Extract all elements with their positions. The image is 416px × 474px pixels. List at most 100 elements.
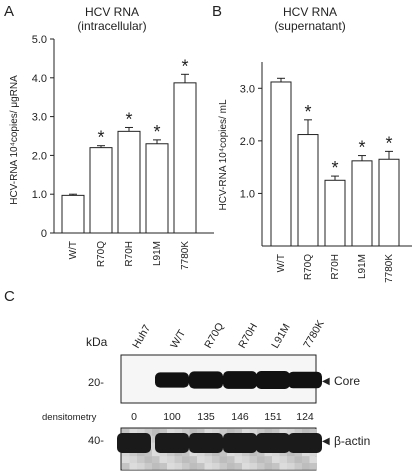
actin-texture-cell (144, 463, 152, 470)
actin-texture-cell (227, 429, 235, 436)
panel-a-ylabel: HCV-RNA 10⁴copies/ μgRNA (9, 75, 20, 205)
chart-a-ytick-label: 2.0 (32, 150, 47, 162)
chart-b-category-label: R70H (330, 254, 341, 280)
actin-texture-cell (204, 456, 212, 463)
actin-texture-cell (167, 429, 175, 436)
actin-texture-cell (152, 429, 160, 436)
actin-texture-cell (227, 456, 235, 463)
actin-texture-cell (174, 429, 182, 436)
panel-c-letter: C (4, 288, 15, 305)
chart-b-bar (297, 134, 319, 247)
actin-texture-cell (197, 463, 205, 470)
panel-b-ylabel: HCV-RNA 10⁴copies/ mL (218, 99, 229, 210)
chart-a-category-label: L91M (152, 241, 163, 266)
actin-texture-cell (212, 456, 220, 463)
actin-texture-cell (272, 456, 280, 463)
core-bands (155, 371, 322, 389)
chart-b-category-label: R70Q (303, 254, 314, 280)
lane-label: R70Q (202, 321, 226, 351)
actin-texture-cell (302, 456, 310, 463)
core-band (189, 371, 223, 389)
chart-b-category-label: 7780K (384, 254, 395, 283)
chart-b-bar (351, 160, 373, 247)
actin-texture-cell (182, 449, 190, 457)
actin-texture-cell (287, 463, 295, 470)
actin-texture-cell (279, 429, 287, 436)
actin-texture-cell (249, 456, 257, 463)
actin-texture-cell (242, 463, 250, 470)
actin-texture-cell (137, 429, 145, 436)
actin-texture-cell (219, 456, 227, 463)
actin-band (155, 433, 189, 453)
lane-labels: Huh7 W/T R70Q R70H L91M 7780K (130, 318, 327, 350)
actin-texture-cell (204, 463, 212, 470)
chart-a-significance-mark: * (153, 122, 160, 142)
actin-texture-cell (242, 456, 250, 463)
actin-band (189, 433, 223, 453)
lane-label: 7780K (301, 318, 327, 350)
chart-b-significance-mark: * (304, 102, 311, 122)
actin-texture-cell (159, 429, 167, 436)
actin-texture-cell (279, 463, 287, 470)
actin-texture-cell (152, 449, 160, 457)
actin-texture-cell (137, 456, 145, 463)
actin-texture-cell (189, 456, 197, 463)
actin-texture-cell (257, 463, 265, 470)
actin-texture-cell (212, 463, 220, 470)
chart-a-bar (173, 82, 197, 234)
lane-label: Huh7 (130, 323, 153, 351)
actin-texture-cell (257, 456, 265, 463)
densitometry-value: 146 (231, 411, 249, 423)
actin-texture-cell (122, 463, 130, 470)
densitometry-values: 0 100 135 146 151 124 (131, 411, 314, 423)
chart-a-ytick-label: 1.0 (32, 189, 47, 201)
actin-texture-cell (287, 456, 295, 463)
chart-a-significance-mark: * (97, 128, 104, 148)
actin-band (117, 433, 151, 453)
actin-texture-cell (242, 429, 250, 436)
actin-texture-cell (234, 456, 242, 463)
actin-texture-cell (272, 429, 280, 436)
actin-texture-cell (122, 456, 130, 463)
chart-a-ytick-label: 0 (41, 228, 47, 240)
actin-texture-cell (189, 463, 197, 470)
actin-texture-cell (129, 456, 137, 463)
actin-texture-cell (159, 456, 167, 463)
chart-a-bar (89, 147, 113, 234)
actin-texture-cell (182, 463, 190, 470)
chart-a-category-label: R70Q (96, 241, 107, 267)
chart-b-significance-mark: * (358, 138, 365, 158)
actin-texture-cell (309, 463, 317, 470)
chart-a-category-label: W/T (68, 241, 79, 259)
actin-texture-cell (144, 449, 152, 457)
lane-label: L91M (269, 322, 293, 351)
core-band (288, 371, 322, 389)
chart-b-bar (270, 81, 292, 247)
actin-texture-cell (234, 463, 242, 470)
lane-label: R70H (236, 321, 260, 350)
densitometry-value: 0 (131, 411, 137, 423)
actin-texture-cell (294, 463, 302, 470)
actin-texture-cell (197, 429, 205, 436)
panel-a-title-line2: (intracellular) (77, 19, 146, 33)
actin-texture-cell (302, 463, 310, 470)
densitometry-value: 135 (197, 411, 215, 423)
actin-texture-cell (257, 429, 265, 436)
actin-texture-cell (309, 456, 317, 463)
kda-label: kDa (86, 335, 108, 349)
chart-b-significance-mark: * (385, 133, 392, 153)
chart-b-category-label: W/T (276, 254, 287, 272)
actin-texture-cell (129, 463, 137, 470)
actin-texture-cell (129, 429, 137, 436)
panel-a-title-line1: HCV RNA (85, 5, 139, 19)
actin-texture-cell (152, 463, 160, 470)
core-band (256, 371, 290, 389)
core-label: Core (334, 374, 360, 388)
actin-texture-cell (272, 463, 280, 470)
actin-band (256, 433, 290, 453)
actin-texture-cell (287, 449, 295, 457)
actin-texture-cell (122, 429, 130, 436)
actin-texture-cell (144, 429, 152, 436)
panel-b-letter: B (212, 3, 222, 20)
